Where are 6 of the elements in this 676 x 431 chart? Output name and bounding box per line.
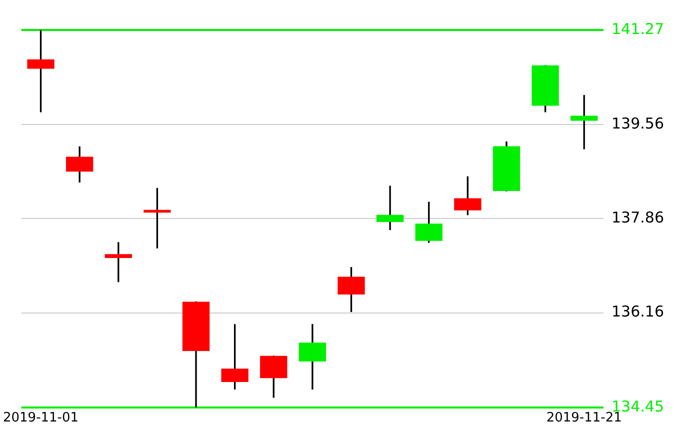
y-tick-label: 136.16 bbox=[612, 302, 664, 321]
candlestick bbox=[376, 186, 404, 230]
x-tick-label: 2019-11-01 bbox=[2, 410, 79, 426]
y-tick-label: 141.27 bbox=[612, 20, 664, 38]
y-tick-label: 139.56 bbox=[612, 114, 664, 133]
y-tick-label: 137.86 bbox=[612, 208, 664, 227]
